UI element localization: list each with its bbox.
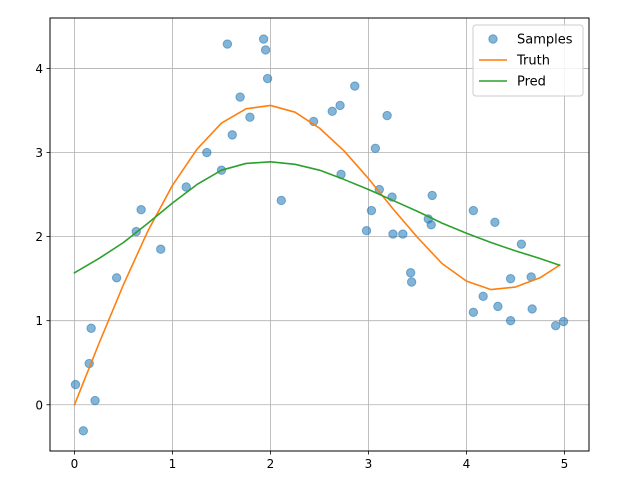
sample-point (366, 205, 377, 216)
sample-point (405, 268, 416, 278)
y-tick-label: 3 (35, 146, 43, 160)
legend-label-pred: Pred (517, 75, 546, 90)
sample-point (70, 379, 81, 390)
sample-point (505, 315, 516, 326)
sample-point (350, 81, 360, 91)
sample-point (468, 205, 479, 216)
sample-point (181, 182, 191, 192)
sample-point (262, 73, 273, 84)
y-tick-label: 2 (35, 230, 43, 244)
legend-box (472, 24, 584, 97)
sample-point (398, 229, 408, 239)
axes-frame (49, 17, 590, 452)
sample-point (227, 130, 237, 140)
sample-point (86, 323, 96, 333)
sample-point (516, 239, 527, 249)
sample-point (478, 291, 488, 301)
sample-point (111, 273, 122, 283)
legend-label-truth: Truth (516, 54, 550, 69)
sample-point (370, 143, 381, 154)
sample-point (235, 92, 245, 102)
sample-point (527, 304, 537, 314)
sample-point (156, 244, 166, 254)
sample-point (276, 195, 286, 206)
legend-marker-samples (488, 34, 498, 44)
sample-point (468, 307, 479, 317)
y-tick-label: 4 (35, 62, 43, 76)
x-tick-label: 2 (267, 457, 275, 471)
series-layer (70, 34, 569, 436)
x-tick-label: 0 (71, 457, 79, 471)
sample-point (388, 229, 398, 239)
sample-point (493, 301, 503, 312)
y-tick-label: 0 (35, 398, 43, 412)
pred-line (73, 160, 561, 274)
sample-point (327, 106, 337, 117)
sample-point (406, 277, 417, 287)
y-tick-label: 1 (35, 314, 43, 328)
x-tick-label: 4 (463, 457, 471, 471)
sample-point (245, 112, 255, 122)
sample-point (258, 34, 269, 44)
sample-point (90, 395, 100, 406)
sample-point (505, 273, 516, 284)
sample-point (136, 204, 146, 215)
ticks-layer: 0 1 2 3 4 5 0 1 2 3 4 (35, 62, 568, 471)
sample-point (222, 39, 233, 49)
sample-point (427, 190, 437, 201)
legend-label-samples: Samples (517, 33, 573, 48)
sample-point (202, 147, 212, 158)
sample-point (426, 220, 436, 230)
x-tick-label: 5 (561, 457, 569, 471)
sample-point (490, 217, 500, 228)
sample-point (78, 426, 89, 436)
sample-point (382, 110, 392, 121)
x-tick-label: 1 (169, 457, 177, 471)
sample-point (335, 100, 345, 111)
sample-point (550, 321, 561, 331)
sample-point (361, 226, 372, 236)
x-tick-label: 3 (365, 457, 373, 471)
sample-point (558, 316, 569, 327)
legend: Samples Truth Pred (472, 24, 584, 97)
sample-point (260, 45, 271, 55)
